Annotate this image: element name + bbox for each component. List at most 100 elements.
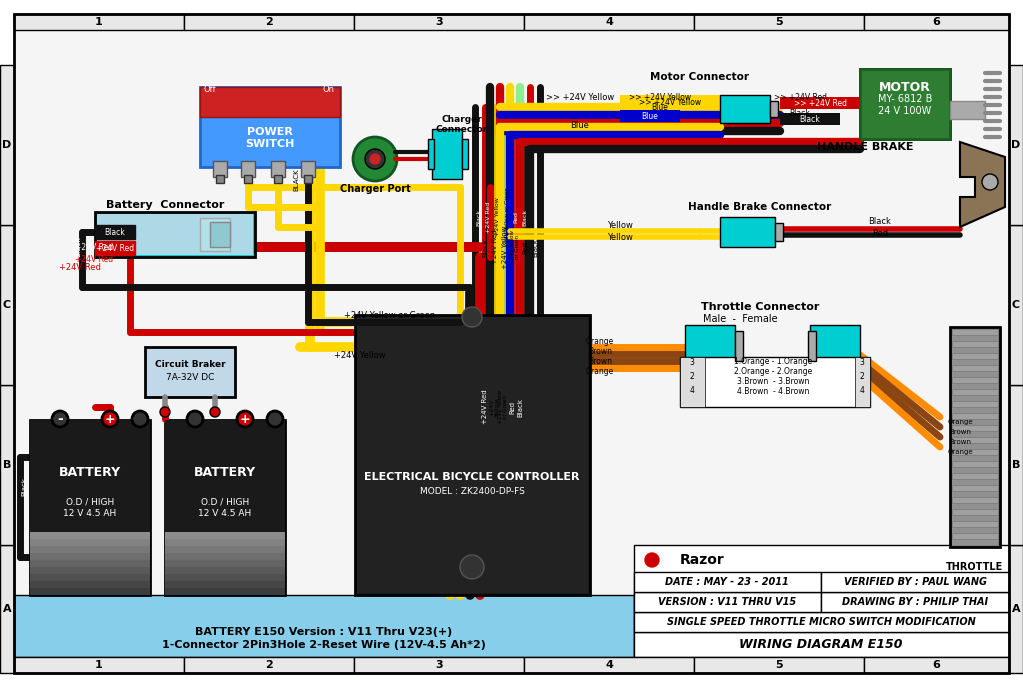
Bar xyxy=(775,223,783,241)
Text: Red: Red xyxy=(522,240,528,254)
Bar xyxy=(620,95,720,109)
Bar xyxy=(30,560,150,567)
Text: Orange: Orange xyxy=(947,419,973,425)
Bar xyxy=(952,497,998,503)
Text: WIRING DIAGRAM E150: WIRING DIAGRAM E150 xyxy=(740,638,902,651)
Bar xyxy=(524,657,694,673)
Bar xyxy=(680,357,705,407)
Bar xyxy=(808,331,816,361)
Text: MODEL : ZK2400-DP-FS: MODEL : ZK2400-DP-FS xyxy=(419,486,525,495)
Text: Handle Brake Connector: Handle Brake Connector xyxy=(688,202,832,212)
Bar xyxy=(952,329,998,545)
Bar xyxy=(30,539,150,546)
Text: A: A xyxy=(3,604,11,614)
Text: D: D xyxy=(2,140,11,150)
Bar xyxy=(952,365,998,371)
Bar xyxy=(97,214,253,255)
Bar xyxy=(428,139,434,169)
Text: DATE : MAY - 23 - 2011: DATE : MAY - 23 - 2011 xyxy=(665,577,789,587)
Text: Throttle Connector: Throttle Connector xyxy=(701,302,819,312)
Bar xyxy=(524,14,694,30)
Text: BLACK: BLACK xyxy=(293,169,299,191)
Bar xyxy=(201,218,230,251)
Bar xyxy=(271,161,285,177)
Bar xyxy=(165,525,285,532)
Text: Charger Port: Charger Port xyxy=(340,184,410,194)
Text: A: A xyxy=(1012,604,1020,614)
Text: Black: Black xyxy=(104,227,126,236)
Bar xyxy=(950,101,985,119)
Text: Red: Red xyxy=(872,229,888,238)
Circle shape xyxy=(982,174,998,190)
Bar xyxy=(165,420,285,532)
Polygon shape xyxy=(960,142,1005,227)
Bar xyxy=(720,217,775,247)
Circle shape xyxy=(237,411,253,427)
Bar xyxy=(685,325,735,367)
Text: +24V Red: +24V Red xyxy=(482,390,488,425)
Bar xyxy=(950,327,1000,547)
Bar xyxy=(30,520,150,595)
Bar xyxy=(0,225,14,385)
Text: C: C xyxy=(1012,300,1020,310)
Bar xyxy=(770,101,779,117)
Bar xyxy=(241,161,255,177)
Bar xyxy=(860,69,950,139)
Text: Brown: Brown xyxy=(949,439,971,445)
Text: >> +24V Yellow: >> +24V Yellow xyxy=(629,93,692,102)
Bar xyxy=(304,175,312,183)
Bar xyxy=(694,14,864,30)
Circle shape xyxy=(187,411,203,427)
Bar xyxy=(952,473,998,479)
Text: +24V Red: +24V Red xyxy=(96,243,134,253)
Bar xyxy=(952,485,998,491)
Text: 4: 4 xyxy=(605,660,613,670)
Text: POWER: POWER xyxy=(248,127,293,137)
Text: Black: Black xyxy=(523,208,528,225)
Bar xyxy=(780,97,860,109)
Text: Red: Red xyxy=(514,211,519,223)
Bar xyxy=(634,572,821,592)
Bar xyxy=(30,567,150,574)
Bar xyxy=(30,420,150,595)
Bar xyxy=(30,495,150,595)
Bar xyxy=(810,325,860,367)
Text: Orange: Orange xyxy=(947,449,973,455)
Bar xyxy=(301,161,315,177)
Text: >> +24V Red: >> +24V Red xyxy=(773,93,827,102)
Bar xyxy=(30,553,150,560)
Bar xyxy=(821,572,1009,592)
Bar xyxy=(184,657,354,673)
Text: +24V Yellow
or Green: +24V Yellow or Green xyxy=(509,230,521,264)
Bar xyxy=(952,329,998,335)
Text: O.D / HIGH: O.D / HIGH xyxy=(65,497,115,506)
Text: Red: Red xyxy=(509,401,515,414)
Text: DRAWING BY : PHILIP THAI: DRAWING BY : PHILIP THAI xyxy=(842,597,988,607)
Bar xyxy=(864,657,1009,673)
Text: +24V Yellow: +24V Yellow xyxy=(335,350,386,359)
Text: 2: 2 xyxy=(859,372,864,381)
Bar xyxy=(165,532,285,539)
Text: Yellow: Yellow xyxy=(607,221,633,229)
Text: MY- 6812 B: MY- 6812 B xyxy=(878,94,932,104)
Text: Black: Black xyxy=(74,236,83,258)
Bar xyxy=(210,222,230,247)
Bar xyxy=(720,95,770,123)
Bar xyxy=(0,385,14,545)
Circle shape xyxy=(644,553,659,567)
Bar xyxy=(201,87,340,167)
Circle shape xyxy=(460,555,484,579)
Bar xyxy=(165,567,285,574)
Text: O.D / HIGH: O.D / HIGH xyxy=(201,497,250,506)
Text: Black: Black xyxy=(517,398,523,416)
Bar xyxy=(952,341,998,347)
Bar xyxy=(165,553,285,560)
Bar xyxy=(30,546,150,553)
Text: 3: 3 xyxy=(435,17,443,27)
Text: 6: 6 xyxy=(933,660,940,670)
Text: 1.Orange - 1.Orange: 1.Orange - 1.Orange xyxy=(733,357,812,365)
Text: 4: 4 xyxy=(859,385,864,394)
Text: B: B xyxy=(1012,460,1020,470)
Bar xyxy=(462,139,468,169)
Bar xyxy=(680,357,870,407)
